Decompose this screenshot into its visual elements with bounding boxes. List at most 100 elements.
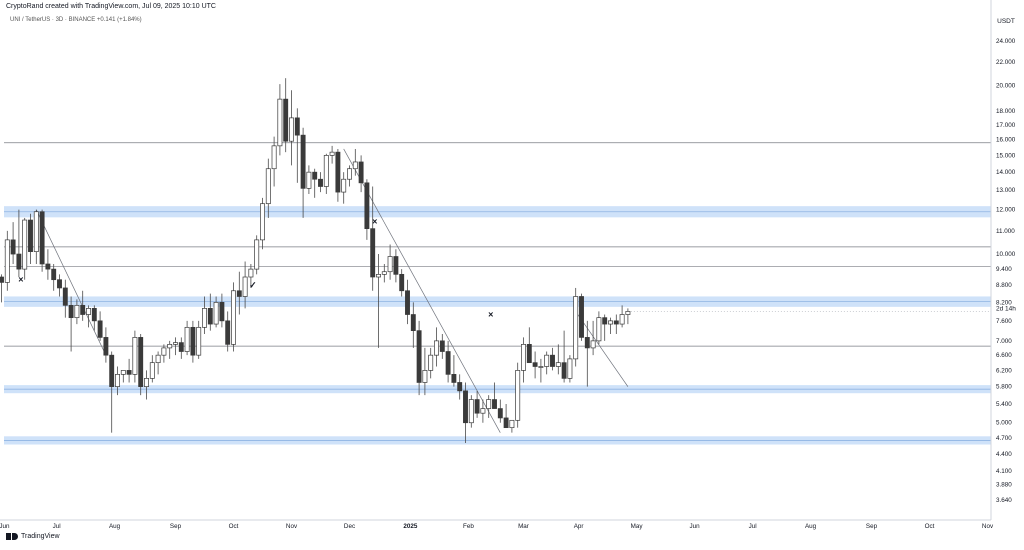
candle [323,153,329,194]
support-resistance-zones [4,206,991,445]
candle-body [544,354,550,367]
candle [45,249,51,280]
candle-body [294,117,300,136]
candle [335,148,341,202]
candle [4,230,10,291]
candle [329,145,335,164]
candle [538,358,544,383]
candle [289,90,294,166]
tradingview-brand[interactable]: TradingView [6,533,60,540]
candle-body [474,399,480,414]
candle-body [602,317,608,325]
candle [544,351,550,375]
candle-body [33,211,39,252]
candle-body [625,311,631,315]
candle-body [300,134,306,189]
candle-body [416,330,422,383]
time-tick-label: May [631,523,644,530]
price-tick-label: 4.700 [996,435,1012,442]
candle-body [341,178,347,193]
candle [434,327,439,367]
countdown-label: 2d 14h [996,305,1016,312]
candle [219,293,225,328]
candle-body [225,320,231,345]
chart-credit: CryptoRand created with TradingView.com,… [6,3,216,10]
candle-body [608,320,613,325]
candle-body [202,308,207,328]
candle [410,302,416,348]
candle-body [439,340,445,352]
trendline [35,209,107,356]
candle [300,127,306,218]
candle [149,355,155,383]
candle [579,293,584,341]
candle [416,320,422,396]
candle [22,217,28,280]
price-tick-label: 9.400 [996,266,1012,273]
time-tick-label: Feb [463,523,474,530]
candle [376,254,381,348]
price-tick-label: 17.000 [996,122,1016,129]
candle-body [97,320,103,338]
candle-body [39,211,45,265]
candle [550,347,555,371]
candle-body [178,342,184,352]
candle-body [173,342,178,345]
candle [532,351,538,379]
candle-body [62,287,68,306]
price-tick-label: 5.400 [996,401,1012,408]
candle [445,340,451,383]
candle-body [486,399,492,409]
candle [132,330,138,383]
candle [312,168,318,198]
candle [405,279,410,325]
candle [207,293,213,331]
price-tick-label: 7.600 [996,318,1012,325]
candle [526,327,532,364]
candle [57,274,62,297]
candle-body [422,370,428,383]
candle-body [509,419,515,429]
candle-body [109,354,115,387]
candle [138,334,144,396]
time-tick-label: Jul [749,523,757,530]
time-tick-label: Jun [0,523,10,530]
candle-body [22,219,28,270]
candle [86,305,91,328]
candle [480,399,486,423]
candle-body [184,326,190,352]
candle [213,296,219,328]
symbol-legend: UNI / TetherUS · 3D · BINANCE +0.141 (+1… [10,17,142,23]
candle [294,108,300,183]
candle [277,84,283,156]
candle-body [410,314,416,331]
time-tick-label: Aug [109,523,121,530]
candle [202,296,207,335]
candle-body [248,268,254,278]
candle-body [254,239,260,270]
candle [254,235,260,275]
signal-marker: × [488,310,493,320]
candle [16,209,22,278]
candle [28,213,33,264]
candle [352,148,358,176]
trendline [575,311,629,387]
candle-body [312,171,318,180]
trendline [343,148,501,433]
candle-body [579,296,584,338]
price-tick-label: 4.100 [996,468,1012,475]
candle-body [265,168,271,205]
candle-body [115,374,120,387]
price-tick-label: 8.800 [996,282,1012,289]
candle [590,320,596,356]
candle-body [242,276,248,297]
candle-body [376,273,381,278]
candle-body [561,362,567,379]
candle-body [91,308,97,322]
candle [236,271,242,315]
candle [625,308,631,325]
price-tick-label: 10.000 [996,251,1016,258]
price-tick-label: 11.000 [996,228,1015,235]
